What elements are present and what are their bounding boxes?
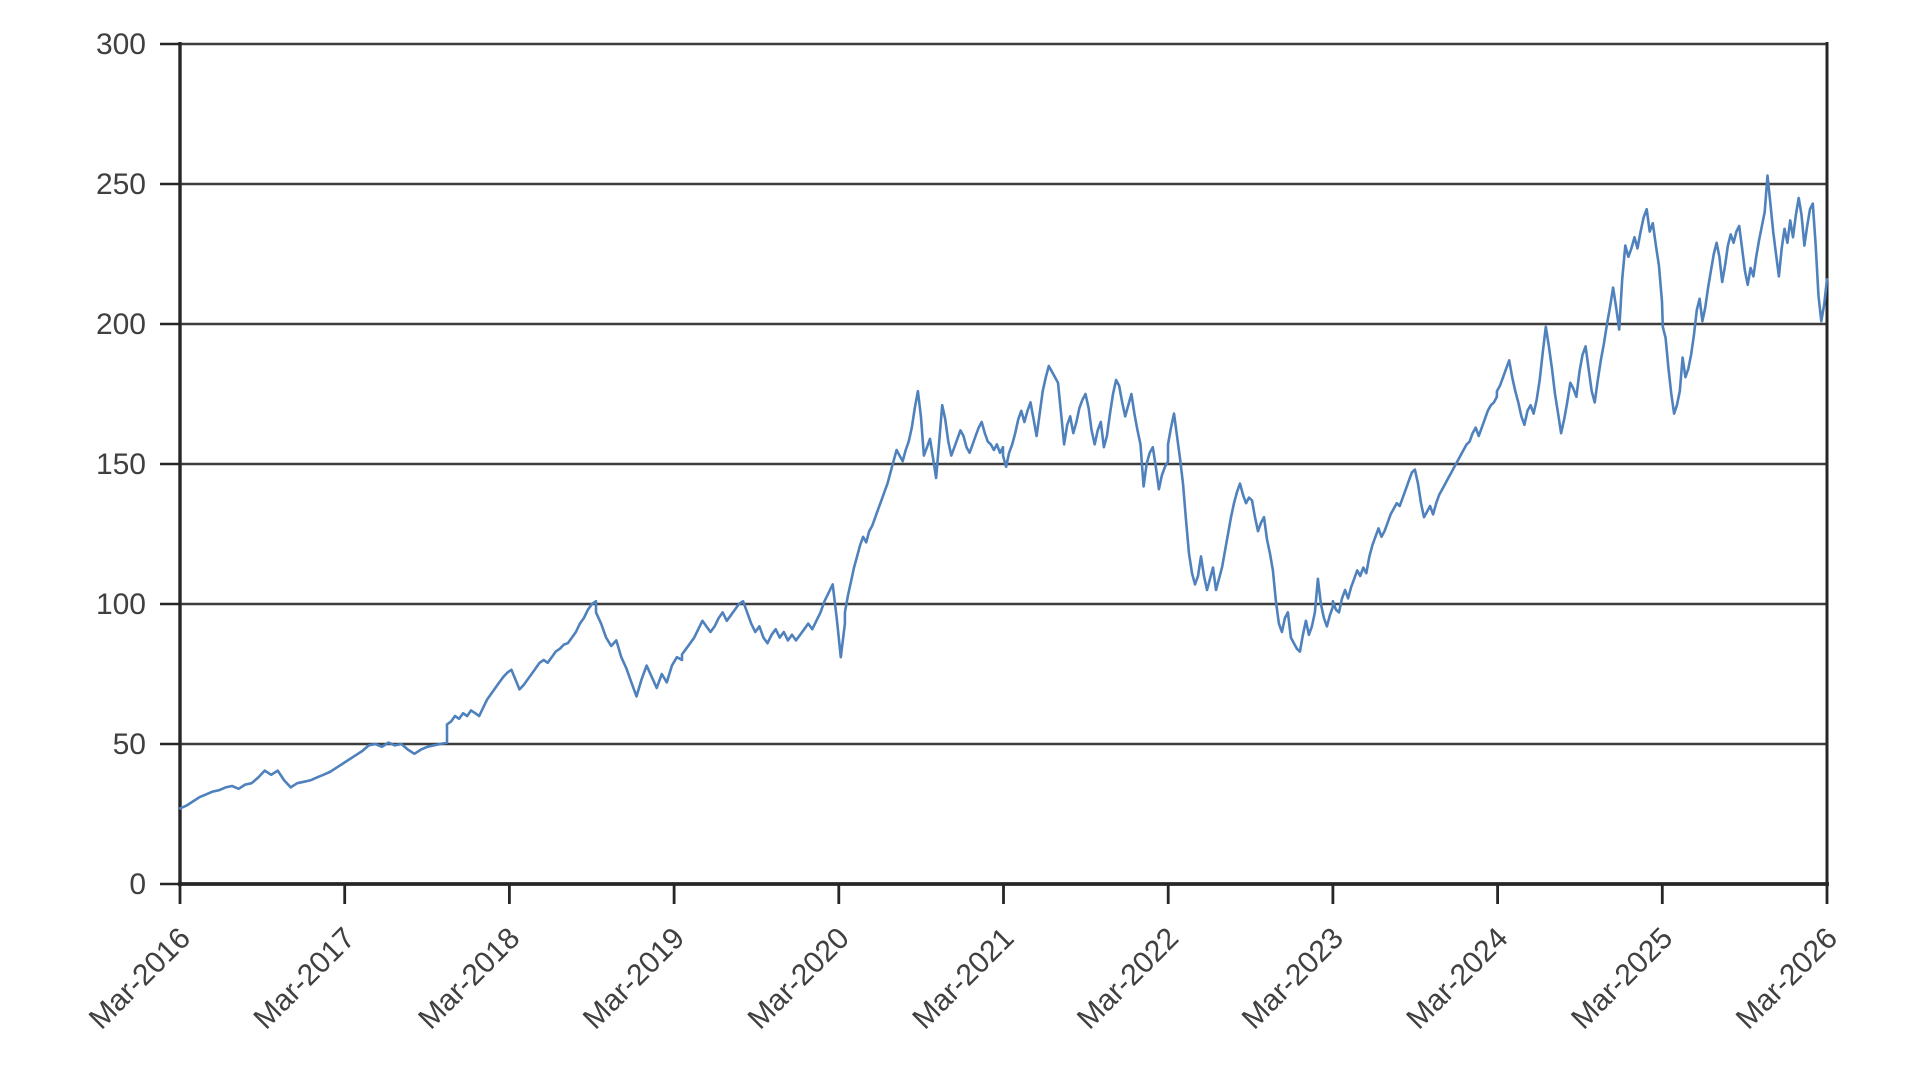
x-axis-tick-label: Mar-2024 [1400,922,1514,1036]
x-axis-tick-label: Mar-2016 [83,922,197,1036]
x-axis-tick-label: Mar-2026 [1730,922,1844,1036]
y-axis-tick-label: 150 [96,448,146,481]
y-axis-tick-label: 0 [129,868,146,901]
x-axis-tick-label: Mar-2023 [1236,922,1350,1036]
y-axis-tick-label: 50 [113,728,146,761]
x-axis-tick-label: Mar-2018 [412,922,526,1036]
y-axis-tick-label: 100 [96,588,146,621]
price-series-line [178,174,1829,810]
x-axis-tick-label: Mar-2019 [577,922,691,1036]
x-axis-tick-label: Mar-2022 [1071,922,1185,1036]
y-axis-tick-label: 300 [96,28,146,61]
x-axis-tick-label: Mar-2020 [742,922,856,1036]
y-axis-tick-label: 250 [96,168,146,201]
x-axis-tick-label: Mar-2021 [906,922,1020,1036]
x-axis-tick-label: Mar-2025 [1565,922,1679,1036]
x-axis-tick-label: Mar-2017 [248,922,362,1036]
y-axis-tick-label: 200 [96,308,146,341]
